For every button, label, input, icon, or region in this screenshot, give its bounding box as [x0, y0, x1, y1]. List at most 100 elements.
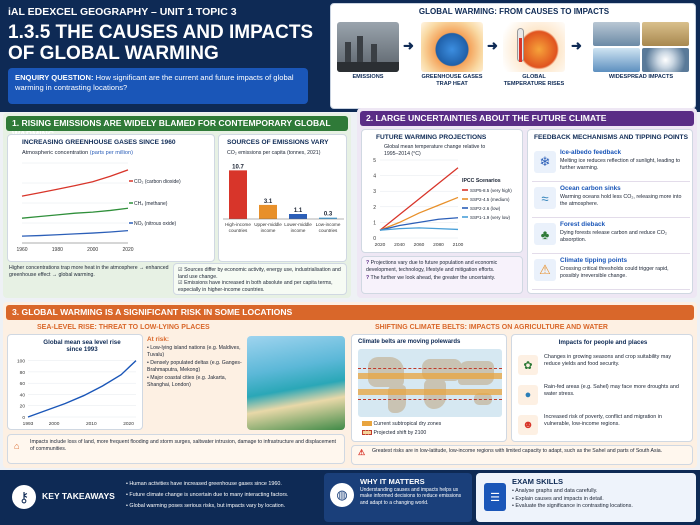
key-takeaways-list: • Human activities have increased greenh… [126, 479, 316, 512]
arrow-right-icon: ➜ [487, 38, 498, 53]
takeaway-text: Human activities have increased greenhou… [129, 481, 282, 487]
legend-label: SSP1-1.9 (very low) [470, 215, 511, 220]
series-line [21, 207, 129, 219]
takeaway-text: Global warming poses serious risks, but … [129, 503, 286, 509]
feedback-heading: Climate tipping points [560, 257, 628, 264]
flow-step-greenhouse: GREENHOUSE GASES TRAP HEAT [421, 22, 483, 88]
warning-icon: ⚠ [534, 259, 556, 281]
warning-icon: ⚠ [358, 448, 366, 457]
course-label: iAL EDEXCEL GEOGRAPHY – UNIT 1 TOPIC 3 [8, 6, 237, 18]
people-impacts-card: Impacts for people and places ✿ Changes i… [511, 334, 693, 442]
series-line [21, 169, 129, 197]
feedback-heading: Ice-albedo feedback [560, 149, 622, 156]
bar [259, 204, 277, 219]
y-tick-label: 0 [22, 415, 25, 421]
climate-belts-title: SHIFTING CLIMATE BELTS: IMPACTS ON AGRIC… [375, 324, 608, 331]
sea-level-title: SEA-LEVEL RISE: THREAT TO LOW-LYING PLAC… [37, 324, 210, 331]
bar-value-label: 1.1 [294, 208, 303, 214]
ghg-line-chart: CO₂ (carbon dioxide) CH₄ (methane) NOₓ (ni… [16, 162, 181, 253]
title-line-2: OF GLOBAL WARMING [8, 43, 219, 64]
x-tick-label: 2000 [87, 247, 98, 253]
impact-text: Changes in growing seasons and crop suit… [544, 354, 672, 367]
takeaway-text: Future climate change is uncertain due t… [129, 492, 289, 498]
series-line [379, 196, 459, 231]
series-line [379, 227, 459, 231]
sea-level-chart-title: Global mean sea level rise since 1993 [43, 339, 121, 353]
ghg-chart-subtitle: Atmospheric concentration (parts per mil… [22, 150, 133, 156]
y-tick-label: 20 [20, 404, 26, 410]
page-title: 1.3.5 THE CAUSES AND IMPACTS OF GLOBAL W… [8, 22, 318, 64]
key-takeaways-title: KEY TAKEAWAYS [42, 491, 115, 501]
x-tick-label: 1993 [23, 421, 34, 427]
legend-label: CH₄ (methane) [134, 201, 168, 207]
risk-item: • Major coastal cities (e.g. Jakarta, Sh… [147, 375, 227, 388]
note-text: Projections vary due to future populatio… [366, 260, 498, 273]
legend-title: IPCC Scenarios [462, 178, 501, 184]
enquiry-question-box: ENQUIRY QUESTION: How significant are th… [8, 68, 308, 104]
sources-bullets-box: ☑ Sources differ by economic activity, e… [173, 263, 347, 295]
enquiry-text: How significant are the current and futu… [15, 73, 294, 92]
y-tick-label: 0 [373, 236, 376, 242]
people-icon: ☻ [518, 415, 538, 435]
takeaway-item: • Global warming poses serious risks, bu… [126, 503, 286, 509]
why-it-matters-text: Understanding causes and impacts helps u… [360, 487, 462, 506]
why-it-matters-box: ◍ WHY IT MATTERS Understanding causes an… [324, 473, 472, 522]
uncertainty-note-1: ? Projections vary due to future populat… [366, 260, 518, 273]
risk-text: Major coastal cities (e.g. Jakarta, Shan… [147, 375, 227, 388]
y-tick-label: 4 [373, 174, 376, 180]
x-tick-label: 2000 [49, 421, 60, 427]
exam-skill-item: • Evaluate the significance in contrasti… [512, 503, 633, 510]
feedback-heading: Ocean carbon sinks [560, 185, 621, 192]
legend-current-zones: Current subtropical dry zones [362, 421, 441, 428]
exam-skill-text: Explain causes and impacts in detail. [515, 495, 604, 502]
sea-impacts-box: ⌂ Impacts include loss of land, more fre… [7, 434, 345, 464]
globe-icon: ◍ [330, 483, 354, 507]
note-text: The further we look ahead, the greater t… [370, 275, 496, 281]
world-map [358, 349, 502, 417]
water-drop-icon: ● [518, 385, 538, 405]
why-it-matters-title: WHY IT MATTERS [360, 477, 425, 486]
flow-title: GLOBAL WARMING: FROM CAUSES TO IMPACTS [418, 7, 610, 16]
sea-impacts-text: Impacts include loss of land, more frequ… [30, 439, 336, 452]
x-tick-label: 2060 [414, 242, 425, 248]
thermometer-globe-image [503, 22, 565, 72]
bar-value-label: 0.3 [324, 212, 333, 218]
projection-chart-title: FUTURE WARMING PROJECTIONS [376, 134, 487, 141]
header-banner: iAL EDEXCEL GEOGRAPHY – UNIT 1 TOPIC 3 1… [0, 0, 700, 112]
feedback-text: Warming oceans hold less CO₂, releasing … [560, 194, 682, 207]
sea-level-line-chart: 0 20 40 60 80 100 1993 2000 2010 2020 [17, 359, 137, 427]
title-line-1: 1.3.5 THE CAUSES AND IMPACTS [8, 22, 314, 43]
x-tick-label: 2020 [123, 421, 134, 427]
feedback-item: ❄ Ice-albedo feedback Melting ice reduces … [532, 146, 690, 182]
impact-item: ☻ Increased risk of poverty, conflict and… [516, 411, 690, 441]
takeaway-item: • Human activities have increased greenh… [126, 481, 282, 487]
y-tick-label: 80 [20, 370, 26, 376]
series-line [379, 167, 459, 231]
risk-item: • Densely populated deltas (e.g. Ganges-… [147, 360, 242, 373]
bar-category-label: Upper-middle [254, 222, 282, 227]
sources-bar-chart: 10.7High-incomecountries3.1Upper-middlei… [223, 164, 344, 233]
climate-map-title: Climate belts are moving polewards [358, 339, 461, 345]
x-tick-label: 2020 [375, 242, 386, 248]
exam-skill-text: Analyse graphs and data carefully. [515, 488, 598, 494]
series-line [379, 217, 459, 231]
section-significant-risk: 3. GLOBAL WARMING IS A SIGNIFICANT RISK … [3, 302, 697, 468]
uncertainty-notes-box: ? Projections vary due to future populat… [361, 256, 523, 294]
feedback-title: FEEDBACK MECHANISMS AND TIPPING POINTS [534, 134, 688, 141]
projection-chart-card: FUTURE WARMING PROJECTIONS Global mean t… [361, 129, 523, 253]
question-icon: ? [366, 260, 370, 266]
y-tick-label: 3 [373, 189, 376, 195]
flow-step-emissions: EMISSIONS [337, 22, 399, 81]
y-tick-label: 1 [373, 220, 376, 226]
ocean-wave-icon: ≈ [534, 187, 556, 209]
impact-item: ● Rain-fed areas (e.g. Sahel) may face mo… [516, 381, 690, 411]
y-tick-label: 2 [373, 205, 376, 211]
bar-value-label: 3.1 [264, 199, 273, 205]
enquiry-label: ENQUIRY QUESTION: [15, 73, 94, 82]
island-coast-photo [247, 336, 345, 430]
at-risk-heading: At risk: [147, 336, 170, 343]
key-icon: ⚷ [12, 485, 36, 509]
risk-text: Densely populated deltas (e.g. Ganges-Br… [147, 360, 242, 373]
risk-item: • Low-lying island nations (e.g. Maldive… [147, 345, 241, 358]
bar-category-label: Lower-middle [284, 222, 312, 227]
